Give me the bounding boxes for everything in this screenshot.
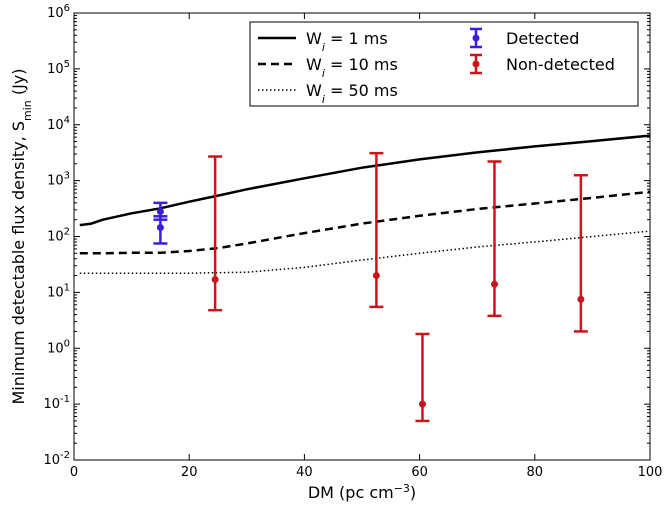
legend-label: Detected <box>506 29 579 48</box>
x-tick-label: 40 <box>296 465 313 480</box>
legend-label: Wi = 10 ms <box>306 55 398 80</box>
series-layer <box>79 134 651 423</box>
y-tick-label: 100 <box>47 338 70 356</box>
data-marker <box>156 208 164 216</box>
data-marker <box>418 400 426 408</box>
y-tick-label: 103 <box>47 171 70 189</box>
non-detected-point-3 <box>487 160 502 318</box>
legend-label: Wi = 50 ms <box>306 81 398 106</box>
data-marker <box>211 275 219 283</box>
data-marker <box>577 295 585 303</box>
y-axis-label: Minimum detectable flux density, Smin (J… <box>9 68 34 404</box>
x-tick-label: 20 <box>181 465 198 480</box>
series-line-0 <box>79 134 651 227</box>
data-marker <box>372 272 380 280</box>
x-tick-label: 60 <box>411 465 428 480</box>
y-tick-label: 10-2 <box>43 450 70 468</box>
non-detected-point-2 <box>415 332 430 423</box>
y-tick-label: 106 <box>47 3 70 21</box>
non-detected-point-4 <box>573 173 588 333</box>
data-marker <box>156 223 164 231</box>
y-tick-label: 105 <box>47 59 70 77</box>
legend-label: Wi = 1 ms <box>306 29 388 54</box>
data-marker <box>490 280 498 288</box>
legend-label: Non-detected <box>506 55 615 74</box>
legend-box <box>249 21 639 107</box>
x-tick-label: 80 <box>527 465 544 480</box>
y-tick-label: 104 <box>47 115 70 133</box>
non-detected-point-1 <box>369 151 384 309</box>
y-axis-label-subscript: min <box>21 100 34 121</box>
x-tick-label: 100 <box>638 465 663 480</box>
legend-marker <box>472 60 480 68</box>
x-tick-label: 0 <box>70 465 78 480</box>
x-axis-label: DM (pc cm−3) <box>308 482 416 503</box>
y-tick-label: 102 <box>47 227 70 245</box>
non-detected-point-0 <box>208 155 223 312</box>
detected-point-1 <box>153 215 168 245</box>
legend-marker <box>472 34 480 42</box>
axes-layer: 0 20 40 60 80 100 10-2 10-1 100 101 102 103 104 105 10… <box>43 3 662 480</box>
y-tick-label: 10-1 <box>43 394 70 412</box>
series-line-1 <box>79 190 651 255</box>
x-axis-label-exponent: −3 <box>394 482 410 495</box>
y-tick-label: 101 <box>47 282 70 300</box>
